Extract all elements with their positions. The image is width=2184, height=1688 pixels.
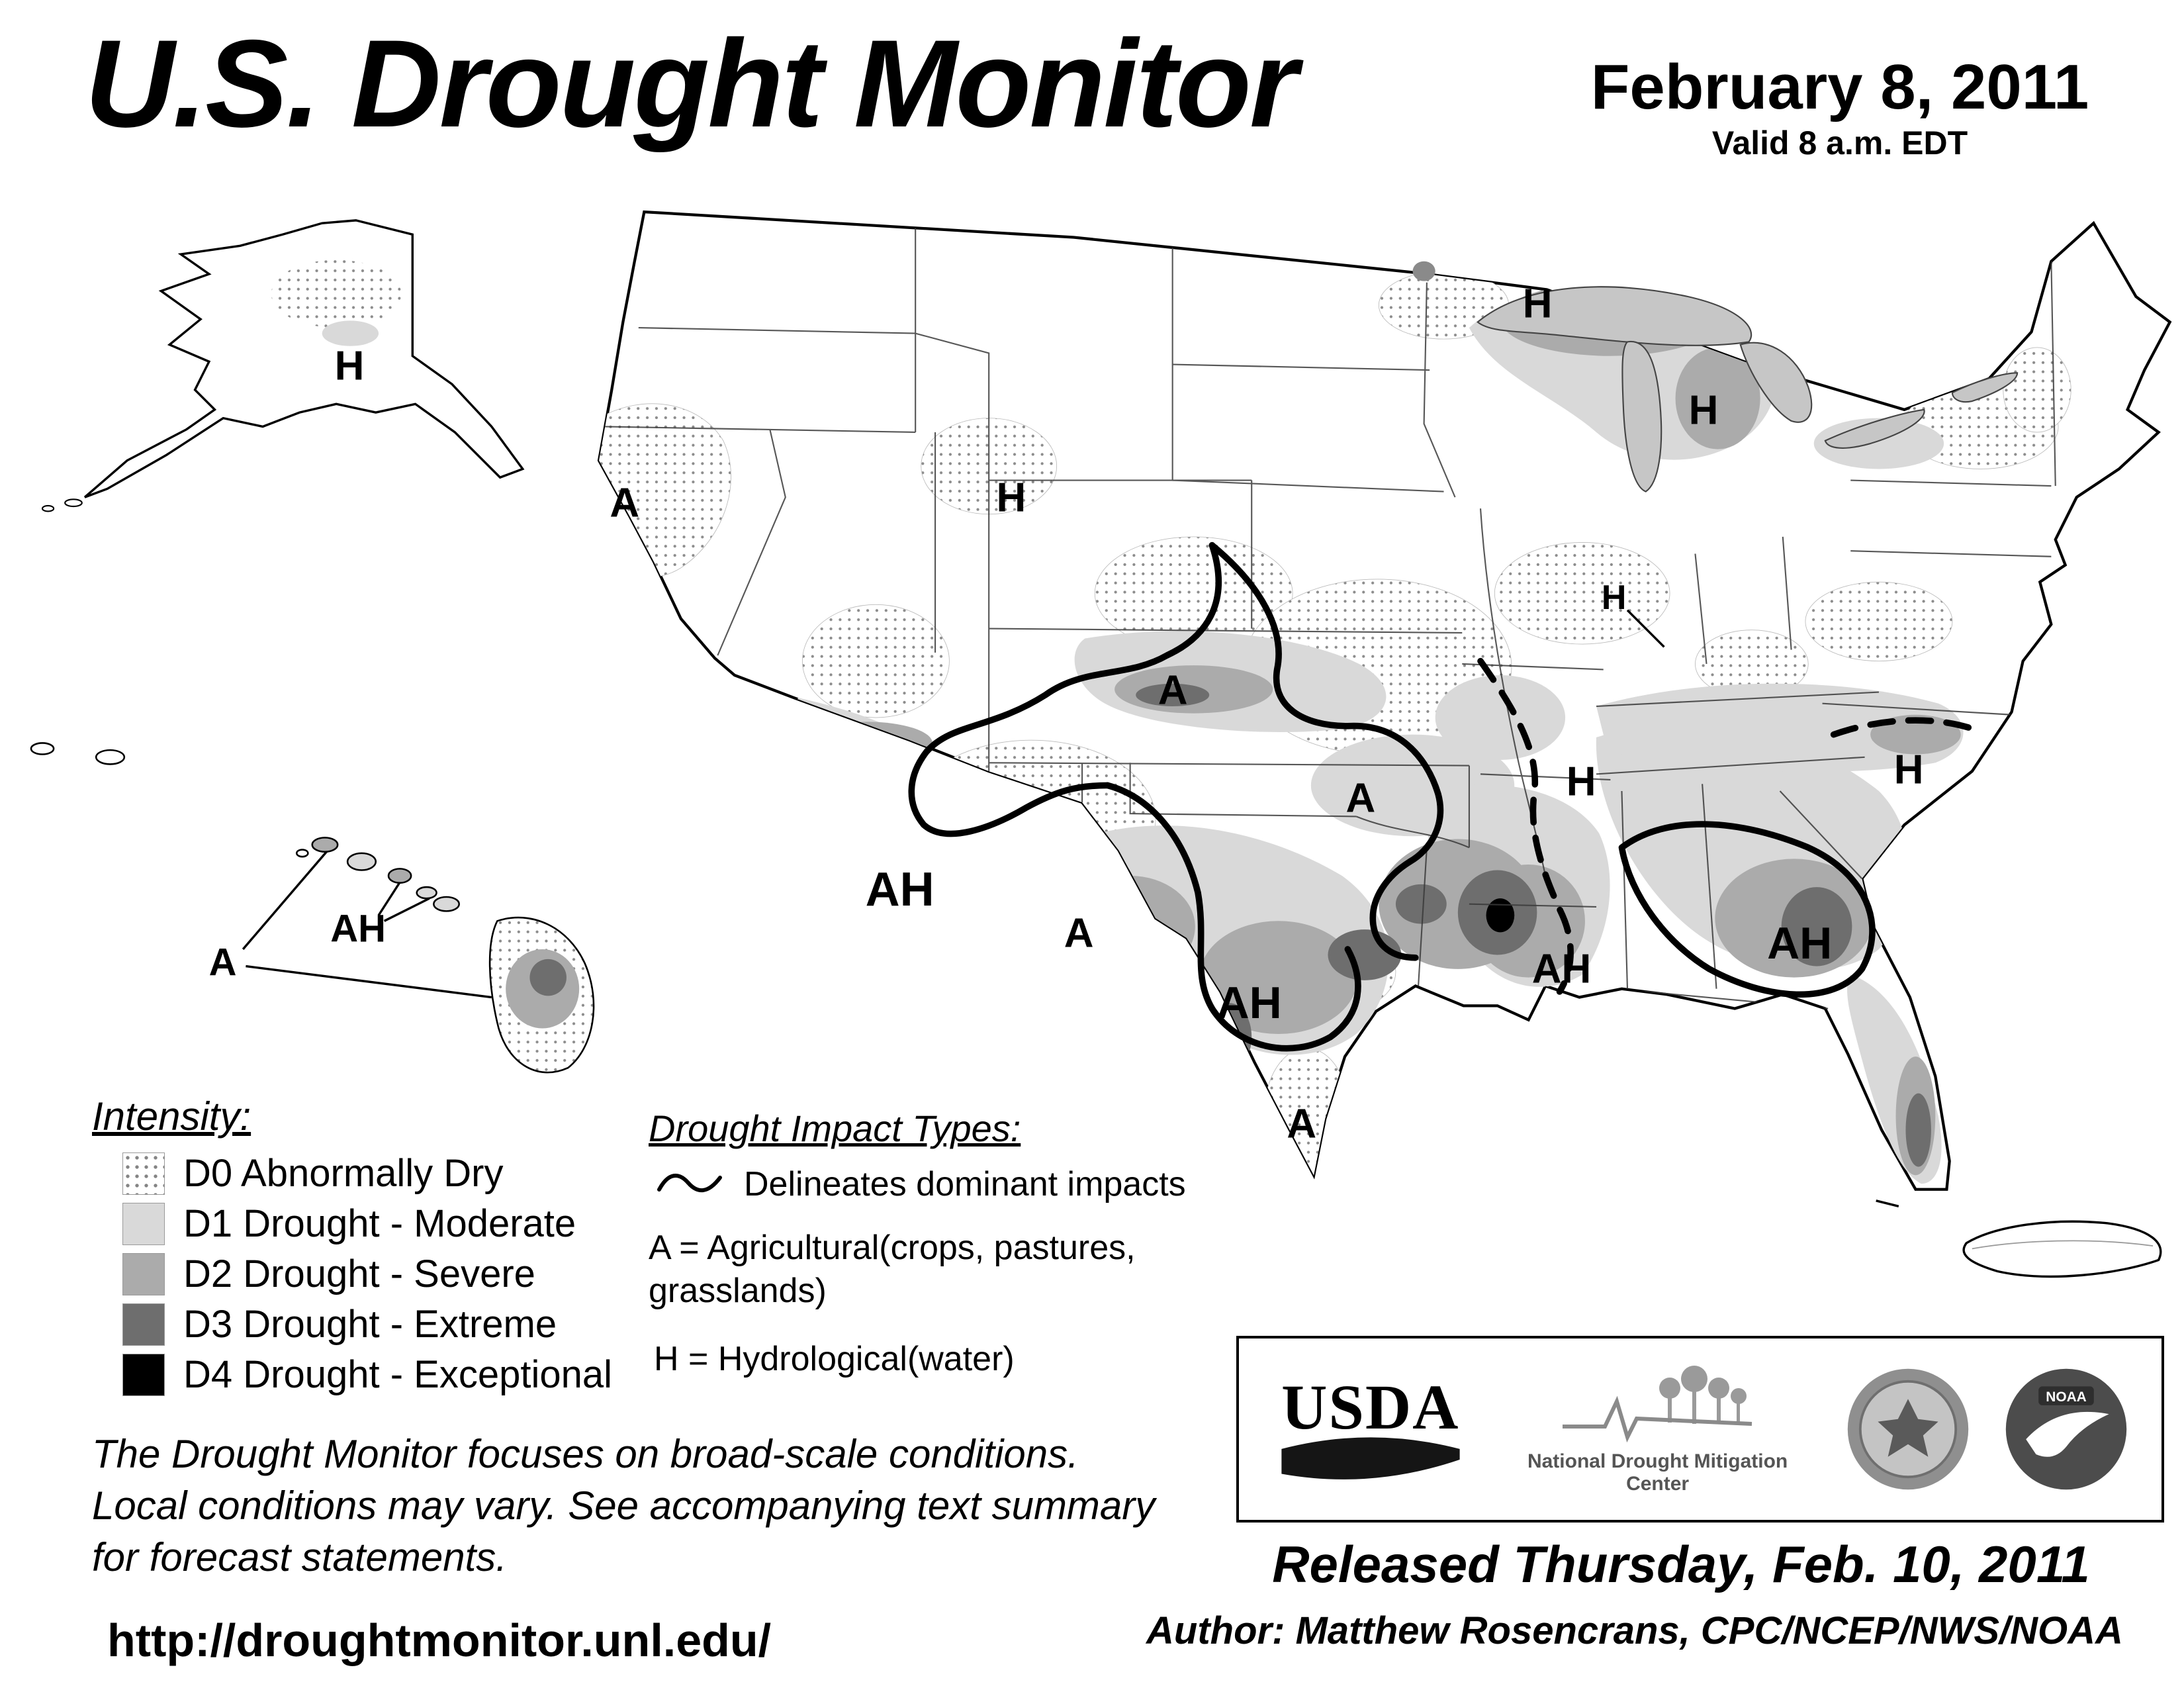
ndmc-trees-icon xyxy=(1562,1366,1752,1443)
disclaimer-line-3: for forecast statements. xyxy=(92,1535,507,1579)
state-borders xyxy=(604,214,2056,1009)
usda-logo-text: USDA xyxy=(1281,1372,1460,1442)
noaa-logo-text: NOAA xyxy=(2046,1389,2087,1405)
d3-label: D3 Drought - Extreme xyxy=(183,1303,557,1346)
page-title: U.S. Drought Monitor xyxy=(85,14,1298,153)
delineates-row: Delineates dominant impacts xyxy=(654,1164,1244,1204)
drought-impact-types: Drought Impact Types: Delineates dominan… xyxy=(649,1107,1244,1379)
d4-swatch xyxy=(122,1353,165,1396)
noaa-logo-icon: NOAA xyxy=(2005,1368,2127,1490)
legend-item-d0: D0 Abnormally Dry xyxy=(122,1151,612,1196)
hydrological-label: H = Hydrological(water) xyxy=(654,1340,1015,1378)
disclaimer-line-1: The Drought Monitor focuses on broad-sca… xyxy=(92,1432,1079,1476)
d1-swatch xyxy=(122,1202,165,1245)
impact-boundary-lines xyxy=(908,541,1984,1052)
alaska-inset xyxy=(41,219,525,512)
hawaii-inset xyxy=(30,742,595,1074)
usda-swoosh-icon xyxy=(1281,1437,1460,1479)
puerto-rico-inset xyxy=(1962,1220,2162,1278)
d2-label: D2 Drought - Severe xyxy=(183,1252,535,1295)
author-credit: Author: Matthew Rosencrans, CPC/NCEP/NWS… xyxy=(1146,1609,2123,1652)
intensity-legend: Intensity: D0 Abnormally Dry D1 Drought … xyxy=(92,1094,612,1403)
map-date: February 8, 2011 xyxy=(1590,52,2089,122)
valid-time: Valid 8 a.m. EDT xyxy=(1711,124,1968,162)
impact-types-heading: Drought Impact Types: xyxy=(649,1107,1021,1149)
legend-item-d2: D2 Drought - Severe xyxy=(122,1252,612,1296)
delineates-label: Delineates dominant impacts xyxy=(744,1165,1186,1203)
agency-logos-box: USDA National Drought Mitigation Center xyxy=(1236,1336,2164,1523)
d0-swatch xyxy=(122,1152,165,1195)
agricultural-label: A = Agricultural(crops, pastures, grassl… xyxy=(649,1229,1136,1310)
released-date: Released Thursday, Feb. 10, 2011 xyxy=(1272,1535,2090,1593)
legend-item-d3: D3 Drought - Extreme xyxy=(122,1302,612,1346)
squiggle-line-icon xyxy=(657,1174,722,1193)
d3-swatch xyxy=(122,1303,165,1346)
ndmc-logo-text: National Drought Mitigation Center xyxy=(1527,1450,1788,1495)
disclaimer-text: The Drought Monitor focuses on broad-sca… xyxy=(92,1429,1155,1583)
date-block: February 8, 2011 Valid 8 a.m. EDT xyxy=(1542,54,2138,162)
ndmc-logo: National Drought Mitigation Center xyxy=(1502,1363,1813,1495)
d4-label: D4 Drought - Exceptional xyxy=(183,1353,612,1396)
d1-label: D1 Drought - Moderate xyxy=(183,1202,576,1245)
great-lakes xyxy=(1412,261,2019,492)
leader-lines xyxy=(242,609,1899,1207)
d2-swatch xyxy=(122,1252,165,1295)
legend-item-d1: D1 Drought - Moderate xyxy=(122,1201,612,1246)
usda-logo: USDA xyxy=(1271,1376,1470,1483)
commerce-seal-icon xyxy=(1848,1368,1969,1490)
d0-label: D0 Abnormally Dry xyxy=(183,1152,504,1195)
intensity-legend-heading: Intensity: xyxy=(92,1094,251,1139)
drought-monitor-url: http://droughtmonitor.unl.edu/ xyxy=(107,1615,772,1666)
disclaimer-line-2: Local conditions may vary. See accompany… xyxy=(92,1483,1156,1528)
legend-item-d4: D4 Drought - Exceptional xyxy=(122,1352,612,1397)
